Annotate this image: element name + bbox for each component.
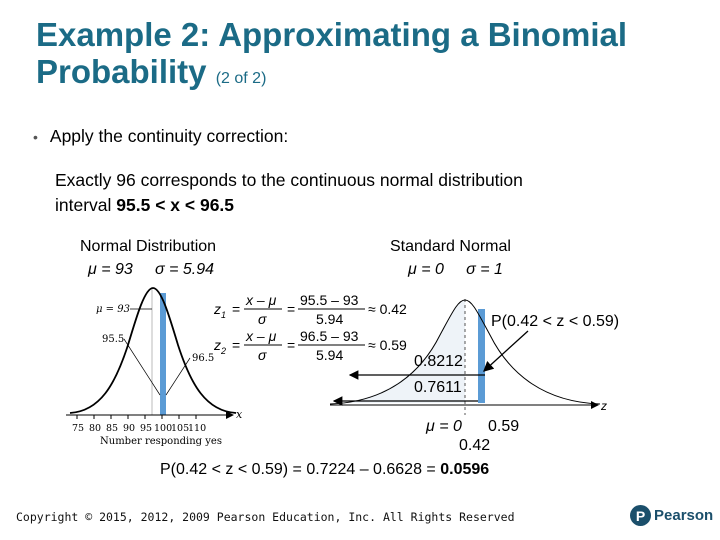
z2-label: z2 [213,337,226,356]
pearson-logo-word: Pearson [654,507,714,524]
right-params: μ = 0 σ = 1 [407,261,503,278]
final-result: 0.0596 [440,461,489,478]
slide-title: Example 2: Approximating a Binomial Prob… [36,16,706,97]
z2-num-value: 96.5 – 93 [300,328,359,344]
left-normal-curve [69,287,237,414]
left-tick-label: 100 [154,423,172,434]
z1-numerator: x – μ [245,292,277,308]
left-mu-label: μ = 93 [96,304,130,315]
right-title: Standard Normal [390,238,511,255]
left-965-label: 96.5 [192,353,214,364]
z1-label: z1 [213,301,226,320]
z1-formula: z1 = x – μ σ = 95.5 – 93 5.94 ≈ 0.42 [213,292,407,327]
left-tick-label: 90 [123,423,135,434]
title-line1: Example 2: Approximating a Binomial [36,16,628,53]
copyright-text: Copyright © 2015, 2012, 2009 Pearson Edu… [16,510,515,524]
right-value-8212: 0.8212 [414,353,463,370]
pearson-logo-icon: P [630,505,651,526]
right-normal-curve [329,299,601,405]
normal-approximation-figure: Normal Distribution μ = 93 σ = 5.94 x 75… [66,238,619,478]
right-mu-label: μ = 0 [425,418,462,435]
right-shaded-strip [478,309,485,403]
z2-numerator: x – μ [245,328,277,344]
z2-denominator: σ [258,347,267,363]
left-shaded-strip [160,293,166,415]
para-line2-prefix: interval [55,195,117,215]
left-ticks: 75 80 85 90 95 100 105 110 [72,415,206,434]
z2-formula: z2 = x – μ σ = 96.5 – 93 5.94 ≈ 0.59 [213,328,407,363]
pearson-logo: P Pearson [630,505,713,526]
left-tick-label: 105 [171,423,189,434]
right-cumulative-area [335,300,465,403]
left-axis-var: x [236,408,243,421]
paragraph: Exactly 96 corresponds to the continuous… [55,168,675,218]
left-tick-label: 110 [188,423,206,434]
z1-denominator: σ [258,311,267,327]
z2-equals: = [232,337,240,353]
final-equation: P(0.42 < z < 0.59) = 0.7224 – 0.6628 = 0… [160,461,489,478]
left-tick-label: 75 [72,423,84,434]
right-prob-label: P(0.42 < z < 0.59) [491,313,619,330]
z1-den-value: 5.94 [316,311,343,327]
z2-approx: ≈ 0.59 [368,337,407,353]
z1-num-value: 95.5 – 93 [300,292,359,308]
final-equation-text: P(0.42 < z < 0.59) = 0.7224 – 0.6628 = [160,461,440,478]
z2-equals-2: = [287,337,295,353]
z2-den-value: 5.94 [316,347,343,363]
z1-equals: = [232,301,240,317]
right-value-7611: 0.7611 [414,379,462,396]
left-tick-label: 85 [106,423,118,434]
left-tick-label: 95 [140,423,152,434]
right-axis-var: z [600,399,607,413]
bullet-item: • Apply the continuity correction: [33,126,288,147]
right-prob-arrow [483,330,529,372]
left-955-label: 95.5 [102,334,124,345]
para-line1: Exactly 96 corresponds to the continuous… [55,170,523,190]
bullet-text: Apply the continuity correction: [49,126,289,146]
right-042-label: 0.42 [459,437,490,454]
left-params: μ = 93 σ = 5.94 [87,261,214,278]
left-965-leader [165,357,191,396]
right-059-label: 0.59 [488,418,519,435]
left-title: Normal Distribution [80,238,216,255]
title-line2: Probability [36,53,207,90]
title-subtitle: (2 of 2) [215,70,267,87]
left-tick-label: 80 [89,423,101,434]
left-axis-title: Number responding yes [100,436,222,447]
left-955-leader [123,338,161,396]
z1-approx: ≈ 0.42 [368,301,407,317]
bullet-dot-icon: • [33,129,38,145]
z1-equals-2: = [287,301,295,317]
para-line2-interval: 95.5 < x < 96.5 [116,195,235,215]
